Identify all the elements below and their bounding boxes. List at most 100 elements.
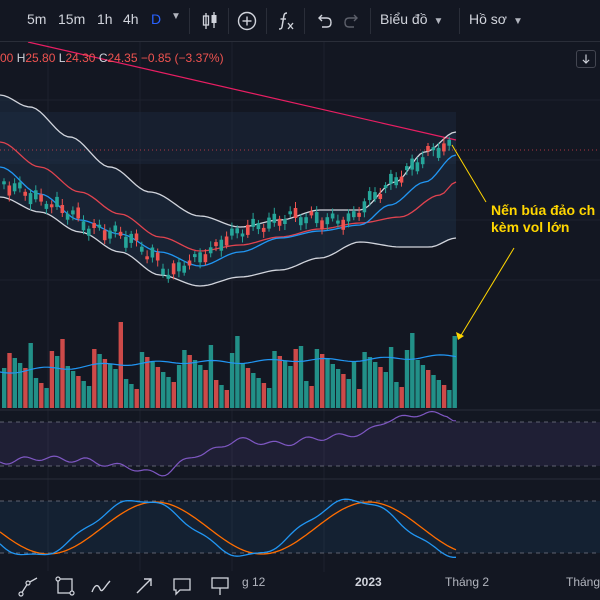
volume-bar [12,358,17,408]
undo-icon[interactable] [313,10,335,32]
collapse-legend-button[interactable] [576,50,596,68]
volume-bar [325,359,330,408]
candle-body [60,205,65,213]
chart-menu[interactable]: Biểu đồ ▼ [380,11,443,27]
candles-icon[interactable] [199,10,221,32]
stoch-k-line [0,498,456,558]
candle-body [76,207,80,219]
candle-body [346,213,351,222]
trendline [27,42,457,141]
timeframe-4h[interactable]: 4h [123,11,139,27]
volume-bar [309,386,314,408]
candle-body [193,254,197,258]
volume-bar [277,356,282,408]
volume-bar [261,383,267,408]
candle-body [330,213,335,219]
profile-menu[interactable]: Hồ sơ ▼ [469,11,523,27]
candle-body [97,224,102,228]
candle-body [81,221,86,231]
flag-icon[interactable] [209,575,231,597]
x-axis-label-2023: 2023 [355,575,382,589]
rectangle-icon[interactable] [54,575,76,597]
volume-bar [272,351,277,408]
candle-body [299,217,303,226]
candle-body [44,203,49,209]
candle-body [34,190,38,200]
add-indicator-icon[interactable] [236,10,258,32]
volume-bar [441,385,447,408]
volume-bar [240,363,245,408]
profile-menu-label: Hồ sơ [469,11,507,27]
candle-body [341,219,345,230]
toolbar-divider [370,8,371,34]
volume-bar [304,381,309,408]
timeframe-d[interactable]: D [151,11,162,27]
x-axis-label-next: Tháng [566,575,600,589]
volume-bar [282,361,288,408]
candle-body [150,247,155,258]
drawing-toolbar [0,571,240,600]
redo-icon[interactable] [341,10,363,32]
candle-body [134,233,139,241]
callout-icon[interactable] [171,575,193,597]
volume-bar [145,357,150,408]
candle-body [39,194,43,202]
candle-body [92,223,96,228]
path-icon[interactable] [18,575,40,597]
annotation-text[interactable]: Nến búa đảo ch kèm vol lớn [491,202,595,236]
annotation-line-2: kèm vol lớn [491,219,570,235]
toolbar-divider [304,8,305,34]
candle-body [208,247,213,254]
x-axis-label-dec: g 12 [242,575,266,589]
volume-bar [7,353,12,408]
timeframe-5m[interactable]: 5m [27,11,47,27]
candle-body [389,173,393,184]
arrow-icon[interactable] [133,575,155,597]
price-chart[interactable] [0,42,600,572]
rsi-band [0,422,600,466]
fx-indicator-icon[interactable] [275,10,297,32]
candle-body [405,166,409,171]
volume-bar [351,362,357,408]
annotation-pointer-candle [451,144,487,203]
candle-body [219,239,224,251]
candle-body [378,194,383,199]
volume-bar [123,379,129,408]
volume-bar [2,368,7,408]
volume-bars [2,322,457,408]
volume-bar [293,349,298,408]
candle-body [447,139,451,146]
volume-bar [139,352,145,408]
low-key: L [58,51,66,65]
candle-body [182,265,186,273]
top-toolbar: 5m 15m 1h 4h D ▼ Biểu đồ ▼ Hồ sơ ▼ [0,0,600,42]
candle-body [277,218,282,226]
volume-bar [60,339,65,408]
volume-bar [113,369,118,408]
candlesticks [2,136,451,283]
timeframe-chevron-down-icon[interactable]: ▼ [171,11,181,22]
candle-body [309,211,314,216]
close-key: C [98,51,108,65]
candle-body [383,185,388,189]
brush-icon[interactable] [90,575,112,597]
candle-body [373,192,377,200]
volume-bar [256,378,261,408]
timeframe-1h[interactable]: 1h [97,11,113,27]
volume-bar [436,380,441,408]
candle-body [155,252,160,261]
timeframe-15m[interactable]: 15m [58,11,86,27]
candle-body [140,246,144,252]
volume-bar [92,349,97,408]
candle-body [187,260,192,266]
volume-bar [367,357,373,408]
volume-bar [81,381,86,408]
candle-body [129,233,133,243]
volume-bar [426,370,431,408]
change-value: −0.85 (−3.37%) [140,51,224,65]
candle-body [272,213,277,223]
volume-bar [97,354,102,408]
candle-body [336,220,340,224]
candle-body [283,219,287,224]
volume-bar [341,374,346,408]
